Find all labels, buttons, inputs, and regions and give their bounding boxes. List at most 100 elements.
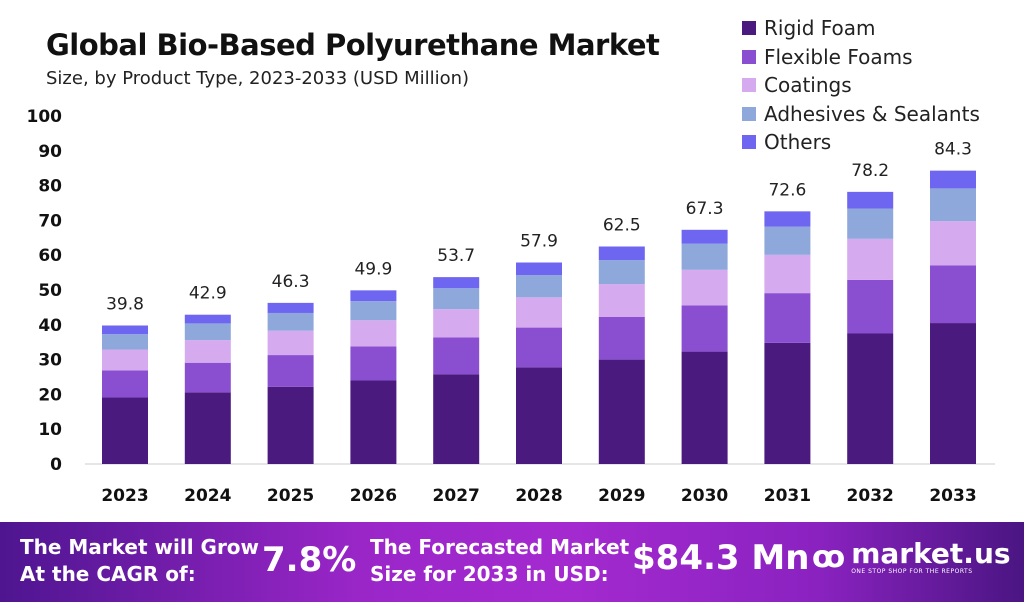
- bar-segment-others: [930, 170, 976, 189]
- legend-swatch: [742, 135, 756, 150]
- summary-banner: The Market will Grow At the CAGR of: 7.8%…: [0, 522, 1024, 602]
- bar-segment-others: [847, 191, 894, 209]
- legend-swatch: [742, 49, 756, 64]
- bar-segment-adhesives-sealants: [516, 275, 562, 298]
- legend-label: Rigid Foam: [764, 16, 876, 41]
- x-tick-label: 2032: [847, 486, 894, 506]
- x-tick-label: 2030: [681, 486, 728, 506]
- bar-segment-adhesives-sealants: [433, 288, 480, 310]
- legend-item-rigid-foam: Rigid Foam: [742, 14, 980, 43]
- forecast-label-line1: The Forecasted Market: [370, 535, 630, 559]
- chart-subtitle: Size, by Product Type, 2023-2033 (USD Mi…: [46, 68, 470, 89]
- bar-segment-flexible-foams: [350, 346, 397, 381]
- bar-segment-flexible-foams: [764, 293, 811, 343]
- bar-segment-coatings: [184, 340, 231, 363]
- bar-total-label: 78.2: [851, 161, 889, 181]
- bar-total-label: 53.7: [437, 246, 475, 266]
- bar-segment-flexible-foams: [598, 316, 645, 360]
- bar-segment-others: [516, 262, 562, 276]
- legend-label: Coatings: [764, 73, 852, 98]
- bar-segment-rigid-foam: [930, 323, 976, 464]
- bar-segment-flexible-foams: [433, 337, 480, 375]
- bar-segment-others: [184, 314, 231, 324]
- y-tick-label: 70: [38, 211, 62, 231]
- x-tick-label: 2031: [764, 486, 811, 506]
- bar-segment-rigid-foam: [184, 392, 231, 464]
- logo-icon: ꝏ: [812, 540, 846, 575]
- legend-item-flexible-foams: Flexible Foams: [742, 43, 980, 72]
- bar-segment-adhesives-sealants: [350, 301, 397, 321]
- bar-segment-rigid-foam: [350, 380, 397, 464]
- bar-segment-flexible-foams: [930, 265, 976, 324]
- bar-segment-adhesives-sealants: [847, 208, 894, 239]
- bar-segment-flexible-foams: [102, 370, 148, 398]
- bar-total-label: 57.9: [520, 232, 558, 252]
- bar-segment-adhesives-sealants: [598, 260, 645, 285]
- chart-title: Global Bio-Based Polyurethane Market: [46, 28, 660, 62]
- y-tick-label: 60: [38, 246, 62, 266]
- x-tick-label: 2028: [515, 486, 562, 506]
- bar-segment-coatings: [847, 238, 894, 280]
- legend-label: Flexible Foams: [764, 44, 913, 69]
- bar-segment-rigid-foam: [267, 386, 314, 464]
- bar-segment-adhesives-sealants: [102, 334, 148, 350]
- y-tick-label: 40: [38, 316, 62, 336]
- bar-segment-flexible-foams: [184, 362, 231, 393]
- forecast-value: $84.3 Mn: [632, 538, 810, 578]
- bar-segment-coatings: [681, 269, 728, 306]
- bar-segment-coatings: [930, 221, 976, 266]
- x-tick-label: 2023: [101, 486, 148, 506]
- bar-segment-coatings: [350, 320, 397, 347]
- x-tick-label: 2025: [267, 486, 314, 506]
- bar-segment-flexible-foams: [516, 327, 562, 368]
- bar-total-label: 46.3: [272, 272, 310, 292]
- legend-swatch: [742, 21, 756, 36]
- y-tick-label: 20: [38, 385, 62, 405]
- bar-segment-coatings: [516, 297, 562, 328]
- x-tick-label: 2026: [350, 486, 397, 506]
- bar-total-label: 39.8: [106, 294, 144, 314]
- bar-segment-adhesives-sealants: [184, 323, 231, 341]
- x-tick-label: 2029: [598, 486, 645, 506]
- cagr-label: The Market will Grow At the CAGR of:: [20, 534, 259, 588]
- bar-total-label: 84.3: [934, 140, 972, 160]
- bar-total-label: 49.9: [354, 259, 392, 279]
- bar-segment-adhesives-sealants: [930, 188, 976, 222]
- y-tick-label: 0: [50, 455, 62, 475]
- logo-name: market.us: [851, 537, 1011, 570]
- forecast-label-line2: Size for 2033 in USD:: [370, 562, 609, 586]
- cagr-label-line1: The Market will Grow: [20, 535, 260, 559]
- bar-segment-others: [350, 290, 397, 302]
- legend-label: Adhesives & Sealants: [764, 101, 980, 126]
- legend-label: Others: [764, 130, 832, 155]
- bar-segment-coatings: [598, 284, 645, 317]
- x-tick-label: 2033: [929, 486, 976, 506]
- bar-segment-coatings: [764, 254, 811, 294]
- bar-segment-rigid-foam: [433, 374, 480, 464]
- bar-segment-coatings: [267, 330, 314, 356]
- y-tick-label: 100: [27, 107, 63, 127]
- cagr-label-line2: At the CAGR of:: [20, 562, 196, 586]
- logo-tagline: ONE STOP SHOP FOR THE REPORTS: [851, 568, 973, 575]
- legend-item-others: Others: [742, 128, 980, 157]
- bar-segment-flexible-foams: [681, 305, 728, 352]
- legend: Rigid Foam Flexible Foams Coatings Adhes…: [742, 14, 980, 157]
- legend-item-adhesives: Adhesives & Sealants: [742, 100, 980, 129]
- bar-segment-others: [102, 325, 148, 335]
- bar-segment-coatings: [433, 309, 480, 338]
- y-tick-label: 10: [38, 420, 62, 440]
- bar-segment-coatings: [102, 349, 148, 371]
- legend-swatch: [742, 106, 756, 121]
- cagr-value: 7.8%: [262, 540, 357, 580]
- y-tick-label: 30: [38, 351, 62, 371]
- bar-segment-others: [764, 211, 811, 227]
- bar-segment-others: [267, 302, 314, 313]
- x-tick-label: 2024: [184, 486, 231, 506]
- bar-segment-rigid-foam: [598, 359, 645, 464]
- bar-total-label: 62.5: [603, 216, 641, 236]
- bar-segment-adhesives-sealants: [681, 243, 728, 270]
- bar-segment-flexible-foams: [267, 355, 314, 387]
- market-us-logo: ꝏ market.us ONE STOP SHOP FOR THE REPORTS: [812, 537, 1011, 576]
- bar-segment-adhesives-sealants: [267, 312, 314, 331]
- y-tick-label: 80: [38, 177, 62, 197]
